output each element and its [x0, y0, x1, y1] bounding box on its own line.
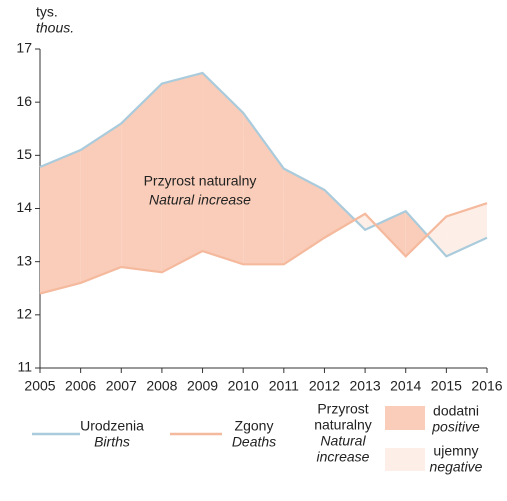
x-tick-label: 2009: [187, 378, 218, 394]
x-tick-label: 2013: [350, 378, 381, 394]
y-tick-label: 17: [16, 40, 32, 56]
series-line: [39, 202, 488, 295]
x-tick-label: 2005: [24, 378, 55, 394]
y-tick-label: 16: [16, 93, 32, 109]
band-positive: [121, 83, 162, 273]
x-tick-label: 2006: [65, 378, 96, 394]
legend-positive: [385, 406, 425, 430]
y-tick-label: 13: [16, 252, 32, 268]
x-tick-label: 2012: [309, 378, 340, 394]
legend-band-title: naturalny: [314, 417, 372, 433]
x-tick-label: 2011: [269, 378, 299, 394]
x-tick-label: 2015: [431, 378, 462, 394]
annotation: Przyrost naturalny: [144, 173, 257, 189]
band-positive: [405, 211, 428, 257]
legend-positive-label-en: positive: [431, 419, 480, 435]
legend-label: Zgony: [235, 418, 274, 434]
x-tick-label: 2014: [390, 378, 421, 394]
band-positive: [202, 72, 244, 265]
annotation-en: Natural increase: [149, 192, 251, 208]
band-positive: [283, 168, 325, 265]
series-line: [39, 71, 488, 258]
legend-positive-label: dodatni: [433, 403, 479, 419]
legend-label: Urodzenia: [80, 418, 144, 434]
legend-label-en: Deaths: [232, 434, 276, 450]
band-positive: [80, 123, 122, 283]
band-positive: [324, 189, 355, 238]
y-unit-en: thous.: [36, 20, 74, 36]
y-tick-label: 15: [16, 146, 32, 162]
legend-negative: [385, 448, 425, 471]
legend-negative-label: ujemny: [433, 443, 478, 459]
x-tick-label: 2007: [106, 378, 137, 394]
legend-label-en: Births: [94, 434, 130, 450]
y-unit: tys.: [36, 4, 58, 20]
legend-negative-label-en: negative: [430, 459, 483, 475]
x-tick-label: 2016: [471, 378, 502, 394]
x-tick-label: 2010: [228, 378, 259, 394]
band-positive: [243, 112, 284, 265]
band-positive: [161, 72, 203, 273]
x-tick-label: 2008: [146, 378, 177, 394]
band-negative: [446, 203, 487, 257]
band-negative: [427, 216, 447, 257]
legend-band-title: Przyrost: [317, 401, 368, 417]
band-positive: [40, 150, 81, 294]
legend-band-title-en: increase: [317, 449, 370, 465]
legend-band-title-en: Natural: [320, 433, 366, 449]
y-tick-label: 14: [16, 199, 32, 215]
y-tick-label: 11: [17, 359, 32, 375]
y-tick-label: 12: [16, 306, 32, 322]
